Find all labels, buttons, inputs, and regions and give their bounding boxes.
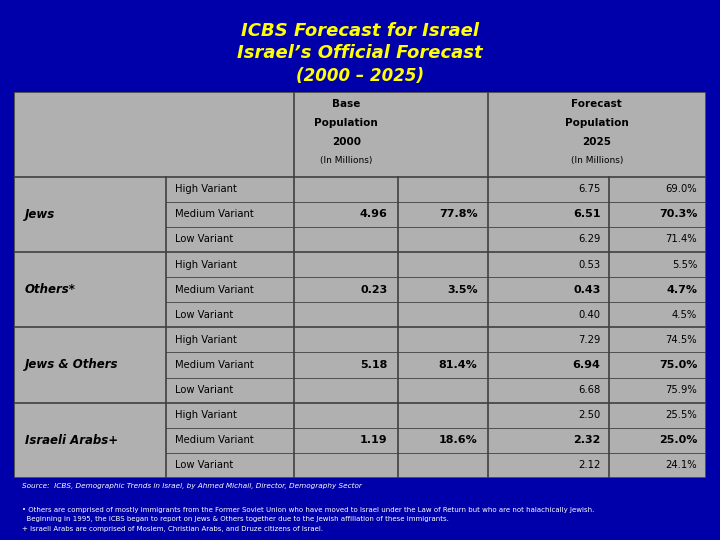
- Text: Israeli Arabs+: Israeli Arabs+: [24, 434, 118, 447]
- Text: Low Variant: Low Variant: [175, 385, 233, 395]
- Text: Low Variant: Low Variant: [175, 310, 233, 320]
- Text: 4.96: 4.96: [360, 210, 387, 219]
- Text: Forecast: Forecast: [572, 99, 622, 109]
- Text: 71.4%: 71.4%: [666, 234, 697, 245]
- Text: (In Millions): (In Millions): [320, 156, 372, 165]
- Text: 69.0%: 69.0%: [666, 184, 697, 194]
- Text: 75.9%: 75.9%: [665, 385, 697, 395]
- Text: + Israeli Arabs are comprised of Moslem, Christian Arabs, and Druze citizens of : + Israeli Arabs are comprised of Moslem,…: [22, 526, 323, 532]
- Text: Source:  ICBS, Demographic Trends in Israel, by Ahmed Michail, Director, Demogra: Source: ICBS, Demographic Trends in Isra…: [22, 483, 361, 489]
- Text: Low Variant: Low Variant: [175, 461, 233, 470]
- Text: High Variant: High Variant: [175, 335, 237, 345]
- Text: 0.23: 0.23: [361, 285, 387, 295]
- Text: Low Variant: Low Variant: [175, 234, 233, 245]
- Text: 7.29: 7.29: [578, 335, 600, 345]
- Text: 4.5%: 4.5%: [672, 310, 697, 320]
- Text: (In Millions): (In Millions): [570, 156, 623, 165]
- Text: 1.19: 1.19: [360, 435, 387, 445]
- Text: Medium Variant: Medium Variant: [175, 285, 253, 295]
- Text: 25.0%: 25.0%: [659, 435, 697, 445]
- Text: • Others are comprised of mostly immigrants from the Former Soviet Union who hav: • Others are comprised of mostly immigra…: [22, 507, 594, 512]
- Text: High Variant: High Variant: [175, 184, 237, 194]
- Text: Israel’s Official Forecast: Israel’s Official Forecast: [237, 44, 483, 62]
- Text: 6.75: 6.75: [578, 184, 600, 194]
- Text: 2025: 2025: [582, 137, 611, 147]
- Text: High Variant: High Variant: [175, 260, 237, 269]
- Text: 18.6%: 18.6%: [438, 435, 477, 445]
- Text: High Variant: High Variant: [175, 410, 237, 420]
- Text: Medium Variant: Medium Variant: [175, 360, 253, 370]
- Text: Medium Variant: Medium Variant: [175, 435, 253, 445]
- Text: 74.5%: 74.5%: [666, 335, 697, 345]
- Text: 70.3%: 70.3%: [659, 210, 697, 219]
- Text: Jews & Others: Jews & Others: [24, 359, 118, 372]
- Text: 77.8%: 77.8%: [439, 210, 477, 219]
- Text: ICBS Forecast for Israel: ICBS Forecast for Israel: [241, 22, 479, 39]
- Text: Others*: Others*: [24, 283, 76, 296]
- Text: 5.18: 5.18: [360, 360, 387, 370]
- Text: 6.94: 6.94: [572, 360, 600, 370]
- Text: 0.43: 0.43: [573, 285, 600, 295]
- Text: 4.7%: 4.7%: [666, 285, 697, 295]
- Text: 6.29: 6.29: [578, 234, 600, 245]
- Text: 75.0%: 75.0%: [659, 360, 697, 370]
- Text: 2.32: 2.32: [573, 435, 600, 445]
- Text: Base: Base: [332, 99, 361, 109]
- Text: 6.51: 6.51: [573, 210, 600, 219]
- Text: 0.53: 0.53: [578, 260, 600, 269]
- Text: 6.68: 6.68: [578, 385, 600, 395]
- Text: 2000: 2000: [332, 137, 361, 147]
- Text: Jews: Jews: [24, 208, 55, 221]
- Text: Population: Population: [315, 118, 378, 128]
- Text: 5.5%: 5.5%: [672, 260, 697, 269]
- Text: 2.12: 2.12: [578, 461, 600, 470]
- Text: 0.40: 0.40: [579, 310, 600, 320]
- Text: 24.1%: 24.1%: [666, 461, 697, 470]
- Text: 2.50: 2.50: [578, 410, 600, 420]
- Text: 81.4%: 81.4%: [438, 360, 477, 370]
- Text: Beginning in 1995, the ICBS began to report on Jews & Others together due to the: Beginning in 1995, the ICBS began to rep…: [22, 516, 449, 522]
- Text: 25.5%: 25.5%: [665, 410, 697, 420]
- Text: Medium Variant: Medium Variant: [175, 210, 253, 219]
- Text: 3.5%: 3.5%: [447, 285, 477, 295]
- Text: Population: Population: [565, 118, 629, 128]
- Text: (2000 – 2025): (2000 – 2025): [296, 67, 424, 85]
